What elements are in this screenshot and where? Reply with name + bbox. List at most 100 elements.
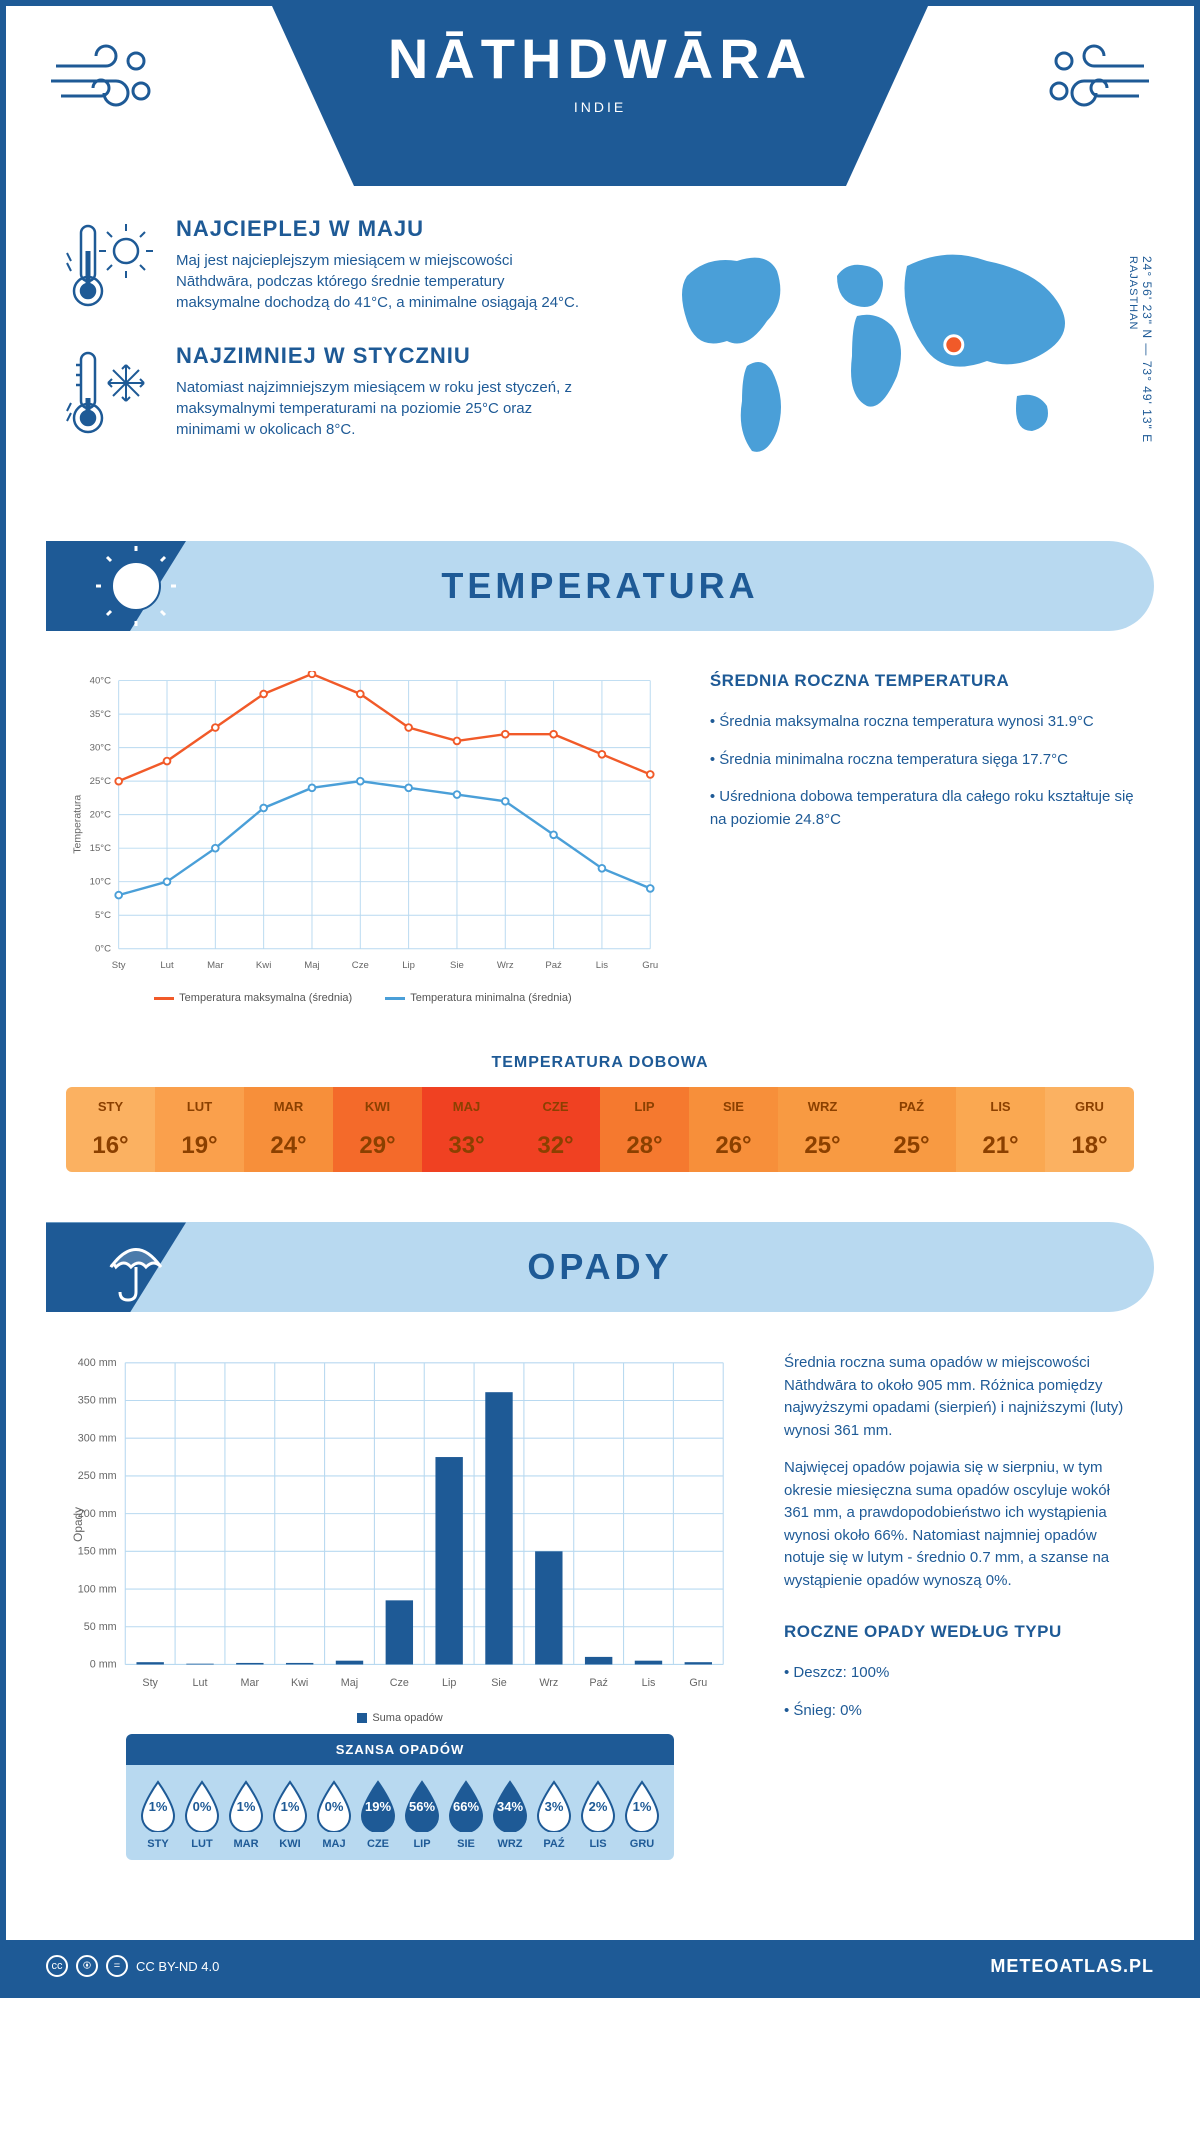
hottest-title: NAJCIEPLEJ W MAJU: [176, 216, 580, 242]
svg-text:Cze: Cze: [390, 1677, 409, 1689]
svg-text:Kwi: Kwi: [256, 960, 271, 971]
world-map-container: RAJASTHAN 24° 56' 23" N — 73° 49' 13" E: [620, 216, 1134, 501]
hottest-text: Maj jest najcieplejszym miesiącem w miej…: [176, 250, 580, 313]
svg-text:Maj: Maj: [304, 960, 319, 971]
chance-cell: 66% SIE: [444, 1780, 488, 1850]
chance-cell: 1% STY: [136, 1780, 180, 1850]
precip-info: Średnia roczna suma opadów w miejscowośc…: [784, 1352, 1134, 1860]
temp-info-point: • Uśredniona dobowa temperatura dla całe…: [710, 786, 1134, 831]
svg-text:400 mm: 400 mm: [78, 1357, 117, 1369]
chance-cell: 19% CZE: [356, 1780, 400, 1850]
temp-info-title: ŚREDNIA ROCZNA TEMPERATURA: [710, 671, 1134, 691]
svg-text:Maj: Maj: [341, 1677, 358, 1689]
precip-type-point: • Deszcz: 100%: [784, 1662, 1134, 1685]
chance-cell: 1% GRU: [620, 1780, 664, 1850]
svg-text:Lis: Lis: [596, 960, 608, 971]
header-banner: NĀTHDWĀRA INDIE: [6, 6, 1194, 186]
thermometer-hot-icon: [66, 216, 156, 306]
license-text: CC BY-ND 4.0: [136, 1959, 219, 1974]
svg-text:250 mm: 250 mm: [78, 1471, 117, 1483]
chance-cell: 0% LUT: [180, 1780, 224, 1850]
thermometer-cold-icon: [66, 343, 156, 433]
coordinates-label: 24° 56' 23" N — 73° 49' 13" E: [1140, 256, 1154, 443]
daily-temp-title: TEMPERATURA DOBOWA: [6, 1054, 1194, 1072]
svg-text:Wrz: Wrz: [539, 1677, 558, 1689]
daily-temp-cell: PAŹ 25°: [867, 1087, 956, 1172]
svg-text:Gru: Gru: [689, 1677, 707, 1689]
svg-text:Mar: Mar: [241, 1677, 260, 1689]
temp-info-point: • Średnia maksymalna roczna temperatura …: [710, 711, 1134, 734]
nd-icon: =: [106, 1955, 128, 1977]
precip-chance-panel: SZANSA OPADÓW 1% STY 0% LUT 1% MAR 1%: [126, 1734, 674, 1860]
precip-info-para: Średnia roczna suma opadów w miejscowośc…: [784, 1352, 1134, 1442]
svg-text:30°C: 30°C: [90, 742, 111, 753]
precip-type-point: • Śnieg: 0%: [784, 1700, 1134, 1723]
svg-text:0 mm: 0 mm: [90, 1659, 117, 1671]
umbrella-icon: [96, 1227, 176, 1312]
daily-temp-cell: MAR 24°: [244, 1087, 333, 1172]
svg-text:Kwi: Kwi: [291, 1677, 308, 1689]
daily-temp-cell: LUT 19°: [155, 1087, 244, 1172]
svg-text:Gru: Gru: [642, 960, 658, 971]
temp-info: ŚREDNIA ROCZNA TEMPERATURA • Średnia mak…: [710, 671, 1134, 1004]
chance-cell: 56% LIP: [400, 1780, 444, 1850]
cc-icon: cc: [46, 1955, 68, 1977]
chance-cell: 3% PAŹ: [532, 1780, 576, 1850]
daily-temp-cell: STY 16°: [66, 1087, 155, 1172]
footer: cc 🅯 = CC BY-ND 4.0 METEOATLAS.PL: [6, 1940, 1194, 1992]
daily-temp-cell: GRU 18°: [1045, 1087, 1134, 1172]
coldest-info: NAJZIMNIEJ W STYCZNIU Natomiast najzimni…: [66, 343, 580, 440]
svg-text:150 mm: 150 mm: [78, 1546, 117, 1558]
chance-cell: 2% LIS: [576, 1780, 620, 1850]
daily-temp-cell: WRZ 25°: [778, 1087, 867, 1172]
world-map: [620, 216, 1134, 496]
svg-text:50 mm: 50 mm: [84, 1621, 117, 1633]
svg-text:Temperatura: Temperatura: [71, 795, 83, 854]
svg-text:40°C: 40°C: [90, 675, 111, 686]
svg-text:Wrz: Wrz: [497, 960, 514, 971]
precip-section-header: OPADY: [46, 1222, 1154, 1312]
license-info: cc 🅯 = CC BY-ND 4.0: [46, 1955, 219, 1977]
top-info-section: NAJCIEPLEJ W MAJU Maj jest najcieplejszy…: [6, 186, 1194, 541]
svg-text:5°C: 5°C: [95, 910, 111, 921]
location-marker: [945, 336, 963, 354]
svg-text:35°C: 35°C: [90, 709, 111, 720]
svg-text:Cze: Cze: [352, 960, 369, 971]
temp-chart-legend: Temperatura maksymalna (średnia) Tempera…: [66, 992, 660, 1004]
svg-text:300 mm: 300 mm: [78, 1433, 117, 1445]
svg-text:Sty: Sty: [112, 960, 126, 971]
chance-title: SZANSA OPADÓW: [126, 1734, 674, 1765]
country-label: INDIE: [310, 99, 890, 115]
svg-text:Lis: Lis: [642, 1677, 656, 1689]
svg-text:100 mm: 100 mm: [78, 1584, 117, 1596]
temp-info-point: • Średnia minimalna roczna temperatura s…: [710, 749, 1134, 772]
city-title: NĀTHDWĀRA: [310, 26, 890, 91]
precip-section-title: OPADY: [46, 1246, 1154, 1288]
svg-text:Lut: Lut: [160, 960, 174, 971]
svg-text:0°C: 0°C: [95, 944, 111, 955]
temp-section-title: TEMPERATURA: [46, 565, 1154, 607]
chance-cell: 34% WRZ: [488, 1780, 532, 1850]
svg-text:10°C: 10°C: [90, 877, 111, 888]
svg-text:Lip: Lip: [442, 1677, 456, 1689]
chance-cell: 1% KWI: [268, 1780, 312, 1850]
svg-text:Opady: Opady: [71, 1507, 85, 1542]
svg-text:Lut: Lut: [193, 1677, 208, 1689]
daily-temp-cell: LIS 21°: [956, 1087, 1045, 1172]
precip-type-title: ROCZNE OPADY WEDŁUG TYPU: [784, 1622, 1134, 1642]
chance-cell: 0% MAJ: [312, 1780, 356, 1850]
svg-text:25°C: 25°C: [90, 776, 111, 787]
daily-temp-cell: CZE 32°: [511, 1087, 600, 1172]
svg-text:Paź: Paź: [589, 1677, 608, 1689]
site-name: METEOATLAS.PL: [990, 1956, 1154, 1977]
svg-text:20°C: 20°C: [90, 810, 111, 821]
svg-text:Sty: Sty: [142, 1677, 158, 1689]
chance-cell: 1% MAR: [224, 1780, 268, 1850]
precip-chart-legend: Suma opadów: [66, 1712, 734, 1724]
svg-text:Sie: Sie: [491, 1677, 507, 1689]
svg-text:15°C: 15°C: [90, 843, 111, 854]
svg-text:Sie: Sie: [450, 960, 464, 971]
by-icon: 🅯: [76, 1955, 98, 1977]
daily-temp-cell: SIE 26°: [689, 1087, 778, 1172]
wind-icon-left: [46, 36, 156, 140]
